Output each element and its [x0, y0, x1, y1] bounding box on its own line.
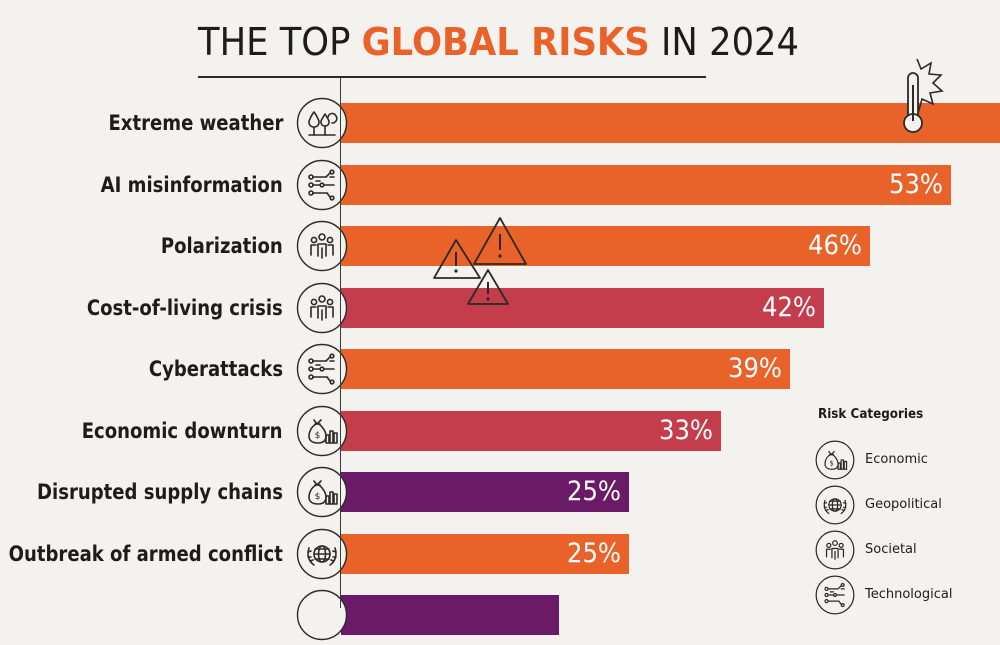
- page-title: THE TOP GLOBAL RISKS IN 2024: [198, 20, 799, 64]
- bar-partial: [341, 595, 559, 635]
- geopolitical-icon: [296, 528, 348, 580]
- bar: 25%: [341, 472, 629, 512]
- category-label: Economic downturn: [82, 418, 283, 443]
- technological-icon: [296, 343, 348, 395]
- svg-text:$: $: [315, 431, 321, 441]
- bar-value-label: 33%: [658, 414, 713, 446]
- legend-label: Technological: [865, 587, 953, 602]
- axis-line: [340, 78, 341, 608]
- bar-value-label: 39%: [727, 353, 782, 384]
- bar-chart: Extreme weather 53% AI misinformation 46%…: [8, 97, 1000, 641]
- bar: 42%: [341, 287, 825, 328]
- geopolitical-icon: [815, 485, 855, 525]
- title-suffix: IN 2024: [649, 20, 800, 64]
- thermometer-icon: [903, 58, 944, 133]
- technological-icon: [815, 575, 855, 615]
- bar-value-label: 42%: [762, 291, 817, 323]
- category-label: Cyberattacks: [148, 357, 283, 381]
- legend-item: Geopolitical: [815, 485, 1000, 525]
- title-prefix: THE TOP: [198, 20, 362, 64]
- bar-value-label: 25%: [566, 476, 621, 507]
- societal-icon: [296, 220, 348, 272]
- legend-label: Societal: [865, 542, 917, 557]
- bar: 33%: [341, 410, 721, 451]
- bar-value-label: 53%: [888, 168, 943, 200]
- bar-value-label: 46%: [808, 230, 863, 261]
- environmental-icon: [296, 97, 348, 149]
- legend-title: Risk Categories: [818, 407, 924, 422]
- legend-label: Geopolitical: [865, 497, 942, 512]
- bar: [341, 103, 1000, 143]
- bar: 39%: [341, 349, 790, 389]
- bar: 46%: [341, 226, 871, 266]
- category-label: Extreme weather: [108, 111, 283, 135]
- legend-item: $ Economic: [815, 440, 1000, 480]
- category-label: AI misinformation: [100, 172, 283, 197]
- economic-icon: $: [815, 440, 855, 480]
- svg-text:$: $: [829, 459, 833, 467]
- legend-item: Technological: [815, 575, 1000, 615]
- legend-item: Societal: [815, 530, 1000, 570]
- societal-icon: [296, 282, 348, 334]
- societal-icon: [815, 530, 855, 570]
- economic-icon: $: [296, 466, 348, 518]
- economic-icon: $: [296, 405, 348, 457]
- svg-text:$: $: [315, 492, 321, 502]
- title-accent: GLOBAL RISKS: [361, 20, 650, 64]
- title-underline: [198, 76, 706, 78]
- legend-label: Economic: [865, 452, 928, 467]
- category-label: Polarization: [161, 234, 283, 258]
- legend: Risk Categories $ Economic Geopolitical: [815, 400, 1000, 615]
- warning-triangles-icon: [433, 217, 527, 305]
- category-label: Disrupted supply chains: [37, 480, 283, 504]
- bar: 53%: [341, 164, 951, 205]
- category-label: Cost-of-living crisis: [87, 295, 283, 320]
- bar: 25%: [341, 533, 629, 574]
- category-label: Outbreak of armed conflict: [8, 541, 283, 566]
- technological-icon: [296, 159, 348, 211]
- bar-value-label: 25%: [566, 537, 621, 569]
